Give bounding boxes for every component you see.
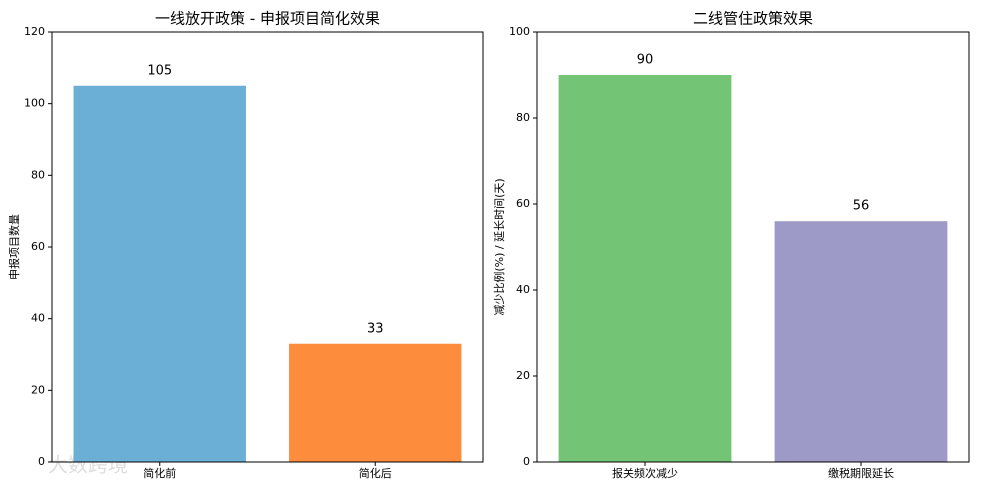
value-label: 90 <box>637 53 654 68</box>
axes-frame <box>51 31 484 463</box>
x-tick-label: 简化后 <box>359 466 392 480</box>
bar <box>558 75 732 462</box>
y-tick-label: 120 <box>24 25 45 38</box>
y-tick-label: 0 <box>38 455 45 468</box>
y-axis-label: 减少比例(%) / 延长时间(天) <box>492 178 506 315</box>
y-tick-label: 60 <box>516 197 530 210</box>
value-label: 105 <box>147 63 172 78</box>
y-tick-label: 80 <box>516 111 530 124</box>
x-tick-label: 报关频次减少 <box>612 466 678 480</box>
bar <box>73 85 246 462</box>
axes-frame <box>536 31 970 463</box>
chart-title: 一线放开政策 - 申报项目简化效果 <box>155 10 380 28</box>
x-tick-label: 缴税期限延长 <box>828 466 894 480</box>
y-tick-label: 40 <box>31 312 45 325</box>
value-label: 56 <box>853 199 870 214</box>
y-tick-label: 60 <box>31 240 45 253</box>
y-tick-label: 100 <box>24 97 45 110</box>
y-axis-label: 申报项目数量 <box>7 214 21 280</box>
y-tick-label: 100 <box>509 25 530 38</box>
x-tick-label: 简化前 <box>143 466 176 480</box>
y-tick-label: 40 <box>516 283 530 296</box>
y-tick-label: 20 <box>31 383 45 396</box>
bar <box>774 221 948 462</box>
y-tick-label: 80 <box>31 168 45 181</box>
y-tick-label: 20 <box>516 369 530 382</box>
y-tick-label: 0 <box>523 455 530 468</box>
bar <box>289 343 462 462</box>
chart-title: 二线管住政策效果 <box>693 10 813 28</box>
value-label: 33 <box>367 321 384 336</box>
